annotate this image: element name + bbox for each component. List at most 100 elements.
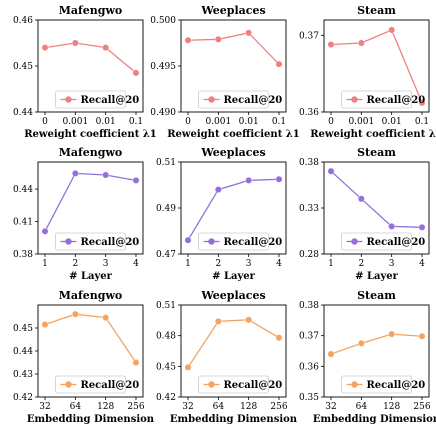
- x-tick-label: 0.01: [239, 117, 259, 127]
- y-tick-label: 0.33: [299, 204, 319, 214]
- x-axis-label: # Layer: [355, 271, 399, 282]
- data-point: [245, 176, 253, 184]
- series-line: [330, 333, 423, 355]
- data-point: [184, 363, 192, 371]
- panel-title: Mafengwo: [59, 4, 123, 17]
- panel-6: Steam 0.28 0.33 0.38 1 2 3 4 # Layer Recall@20: [299, 146, 430, 282]
- legend-box: [341, 375, 412, 394]
- x-tick-label: 64: [356, 402, 368, 412]
- series-line: [330, 170, 423, 228]
- data-point: [71, 39, 79, 47]
- y-tick-label: 0.45: [13, 324, 33, 334]
- data-point: [132, 359, 140, 366]
- x-axis-label: Embedding Dimension: [170, 414, 298, 425]
- x-tick-label: 128: [240, 402, 257, 412]
- y-tick-label: 0.35: [299, 393, 319, 403]
- y-tick-label: 0.490: [150, 108, 176, 118]
- data-point: [245, 316, 253, 324]
- legend-box: [55, 90, 126, 109]
- legend-marker: [351, 238, 358, 245]
- data-point: [41, 44, 49, 51]
- x-tick-label: 64: [213, 402, 225, 412]
- x-axis-label: Reweight coefficient λ1: [167, 129, 300, 140]
- data-point: [102, 314, 110, 322]
- series-line: [187, 32, 280, 65]
- data-point: [214, 317, 222, 325]
- x-tick-label: 0.01: [96, 117, 116, 127]
- panel-5: Weeplaces 0.47 0.49 0.51 1 2 3 4 # Layer Recall@2…: [156, 146, 287, 282]
- x-tick-label: 256: [413, 402, 430, 412]
- legend-box: [341, 232, 412, 251]
- y-tick-label: 0.42: [156, 393, 176, 403]
- legend-label: Recall@20: [81, 95, 140, 106]
- legend-box: [55, 375, 126, 394]
- data-point: [357, 339, 365, 347]
- data-point: [357, 195, 365, 203]
- x-tick-label: 3: [389, 259, 395, 269]
- data-point: [214, 186, 222, 194]
- x-tick-label: 2: [215, 259, 221, 269]
- y-tick-label: 0.28: [299, 250, 319, 260]
- panel-9: Steam 0.35 0.36 0.37 0.38 32 64 128 256 Embedding…: [299, 289, 436, 425]
- y-tick-label: 0.44: [13, 108, 33, 118]
- x-axis-label: Reweight coefficient λ1: [24, 129, 157, 140]
- data-point: [71, 169, 79, 177]
- data-point: [327, 350, 335, 358]
- y-tick-label: 0.45: [13, 62, 33, 72]
- panel-4: Mafengwo 0.38 0.41 0.44 1 2 3 4 # Layer Recall@20: [13, 146, 144, 282]
- plot-frame: [37, 161, 144, 255]
- series-line: [187, 178, 280, 241]
- y-tick-label: 0.36: [299, 362, 319, 372]
- x-axis-label: Reweight coefficient λ1: [310, 129, 436, 140]
- data-point: [245, 29, 253, 37]
- data-point: [102, 44, 110, 51]
- legend-marker: [65, 238, 72, 245]
- series-line: [44, 42, 137, 74]
- legend-label: Recall@20: [81, 237, 140, 248]
- panel-7: Mafengwo 0.42 0.43 0.44 0.45 32 64 128 256 Embedd…: [13, 289, 155, 425]
- panel-3: Steam 0.36 0.37 0 0.001 0.01 0.1 Reweight coeff…: [299, 4, 436, 140]
- data-point: [357, 39, 365, 47]
- legend-label: Recall@20: [81, 380, 140, 391]
- x-tick-label: 2: [72, 259, 78, 269]
- legend-label: Recall@20: [224, 237, 283, 248]
- data-point: [41, 321, 49, 328]
- series-line: [187, 319, 280, 368]
- y-tick-label: 0.47: [156, 250, 176, 260]
- legend-marker: [65, 96, 72, 103]
- data-point: [418, 332, 426, 340]
- x-tick-label: 4: [276, 259, 282, 269]
- panel-title: Steam: [357, 289, 396, 302]
- legend-marker: [208, 381, 215, 388]
- y-tick-label: 0.37: [299, 31, 319, 41]
- legend-label: Recall@20: [367, 380, 426, 391]
- data-point: [275, 334, 283, 342]
- data-point: [71, 310, 79, 318]
- x-tick-label: 0: [328, 117, 334, 127]
- y-tick-label: 0.38: [299, 158, 319, 168]
- x-tick-label: 128: [383, 402, 400, 412]
- panel-title: Weeplaces: [200, 146, 265, 159]
- y-tick-label: 0.500: [150, 16, 176, 26]
- x-tick-label: 0.01: [382, 117, 402, 127]
- y-tick-label: 0.41: [13, 218, 33, 228]
- data-point: [388, 222, 396, 230]
- x-tick-label: 0.1: [129, 117, 143, 127]
- panel-8: Weeplaces 0.42 0.45 0.48 0.51 32 64 128 256 Embed…: [156, 289, 298, 425]
- panel-2: Weeplaces 0.490 0.495 0.500 0 0.001 0.01 0.1 Rew…: [150, 4, 300, 140]
- series-line: [330, 29, 423, 104]
- x-tick-label: 2: [358, 259, 364, 269]
- panel-title: Weeplaces: [200, 289, 265, 302]
- plot-frame: [323, 304, 430, 398]
- panel-title: Steam: [357, 4, 396, 17]
- y-tick-label: 0.44: [13, 347, 33, 357]
- y-tick-label: 0.48: [156, 332, 176, 342]
- x-tick-label: 4: [133, 259, 139, 269]
- y-tick-label: 0.42: [13, 393, 33, 403]
- legend-marker: [351, 381, 358, 388]
- legend-box: [198, 375, 269, 394]
- x-tick-label: 3: [103, 259, 109, 269]
- x-tick-label: 1: [328, 259, 334, 269]
- legend-marker: [208, 238, 215, 245]
